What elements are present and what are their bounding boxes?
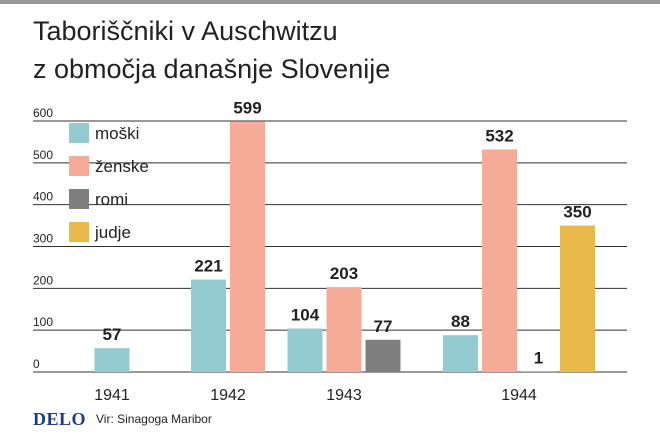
y-tick-label: 100 [33, 315, 53, 329]
data-label: 57 [103, 325, 122, 344]
bar-moski-1941 [94, 348, 130, 372]
y-tick-label: 500 [33, 148, 53, 162]
y-tick-label: 300 [33, 232, 53, 246]
bar-moski-1942 [191, 279, 226, 372]
y-tick-label: 400 [33, 190, 53, 204]
bar-zenske-1943 [326, 287, 362, 372]
bar-zenske-1942 [230, 121, 265, 372]
data-label: 350 [563, 203, 591, 222]
bar-moski-1944 [443, 335, 478, 372]
data-label: 1 [534, 349, 543, 368]
y-tick-label: 200 [33, 273, 53, 287]
legend-label-romi: romi [95, 190, 128, 209]
data-label: 532 [485, 126, 513, 145]
y-tick-label: 0 [33, 357, 40, 371]
chart-footer: DELO Vir: Sinagoga Maribor [33, 407, 212, 431]
title-line-1: Taboriščniki v Auschwitzu [33, 16, 338, 46]
x-tick-label: 1941 [94, 387, 130, 404]
bar-zenske-1944 [482, 149, 517, 372]
data-label: 203 [330, 264, 358, 283]
y-tick-label: 600 [33, 106, 53, 120]
data-label: 88 [451, 312, 470, 331]
data-label: 221 [194, 257, 222, 276]
legend-swatch-zenske [69, 156, 89, 176]
data-label: 599 [233, 98, 261, 117]
data-label: 77 [374, 317, 393, 336]
bar-moski-1943 [287, 328, 323, 372]
delo-logo: DELO [33, 408, 87, 429]
legend-swatch-judje [69, 222, 89, 242]
data-label: 104 [291, 305, 320, 324]
legend-swatch-romi [69, 189, 89, 209]
title-line-2: z območja današnje Slovenije [33, 54, 391, 84]
x-tick-label: 1942 [210, 387, 246, 404]
legend-swatch-moski [69, 123, 89, 143]
x-tick-label: 1943 [326, 387, 362, 404]
legend-label-zenske: ženske [95, 157, 149, 176]
legend-label-moski: moški [95, 124, 139, 143]
bar-judje-1944 [560, 225, 595, 372]
x-tick-label: 1944 [501, 387, 537, 404]
chart-title: Taboriščniki v Auschwitzu z območja dana… [33, 12, 593, 88]
legend-label-judje: judje [94, 223, 131, 242]
source-note: Vir: Sinagoga Maribor [96, 412, 212, 426]
bar-romi-1943 [365, 339, 401, 372]
